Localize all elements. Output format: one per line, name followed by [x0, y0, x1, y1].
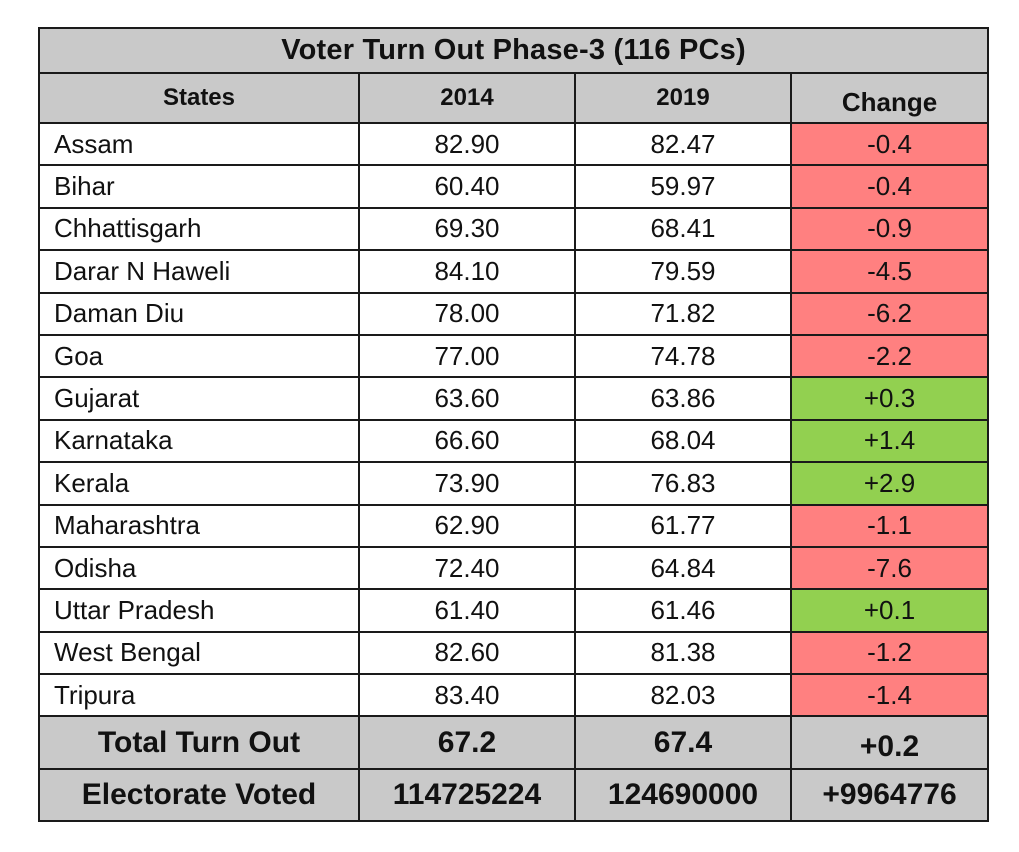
turnout-table: Voter Turn Out Phase-3 (116 PCs) States …	[37, 27, 990, 823]
change-value: +0.3	[789, 376, 990, 421]
total-change: +0.2	[789, 715, 990, 771]
state-name: Maharashtra	[38, 503, 360, 548]
state-name: Goa	[38, 333, 360, 379]
state-name: Chhattisgarh	[38, 206, 360, 252]
table-body: Assam 82.90 82.47 -0.4 Bihar 60.40 59.97…	[38, 121, 990, 718]
value-2014: 60.40	[358, 164, 576, 209]
table-row: West Bengal 82.60 81.38 -1.2	[38, 630, 990, 676]
change-value: -6.2	[789, 291, 990, 336]
electorate-2019: 124690000	[574, 768, 792, 823]
table-title: Voter Turn Out Phase-3 (116 PCs)	[37, 27, 990, 74]
value-2014: 84.10	[358, 249, 576, 294]
electorate-change: +9964776	[789, 768, 990, 823]
value-2014: 69.30	[358, 206, 576, 252]
state-name: Odisha	[38, 545, 360, 591]
table-row: Assam 82.90 82.47 -0.4	[38, 121, 990, 167]
value-2019: 81.38	[574, 630, 792, 676]
value-2014: 82.90	[358, 121, 576, 167]
table-row: Chhattisgarh 69.30 68.41 -0.9	[38, 206, 990, 252]
electorate-row: Electorate Voted 114725224 124690000 +99…	[38, 768, 990, 823]
value-2019: 82.47	[574, 121, 792, 167]
header-2014: 2014	[358, 72, 576, 124]
value-2019: 61.77	[574, 503, 792, 548]
value-2019: 64.84	[574, 545, 792, 591]
value-2019: 71.82	[574, 291, 792, 336]
total-label: Total Turn Out	[38, 715, 360, 771]
change-value: -0.4	[789, 164, 990, 209]
value-2014: 61.40	[358, 588, 576, 633]
value-2019: 68.04	[574, 418, 792, 464]
change-value: -7.6	[789, 545, 990, 591]
value-2014: 72.40	[358, 545, 576, 591]
value-2014: 77.00	[358, 333, 576, 379]
value-2019: 63.86	[574, 376, 792, 421]
electorate-2014: 114725224	[358, 768, 576, 823]
table-row: Darar N Haweli 84.10 79.59 -4.5	[38, 249, 990, 294]
value-2014: 78.00	[358, 291, 576, 336]
change-value: +0.1	[789, 588, 990, 633]
title-row: Voter Turn Out Phase-3 (116 PCs)	[37, 27, 990, 74]
change-value: -4.5	[789, 249, 990, 294]
change-value: +2.9	[789, 461, 990, 506]
state-name: Tripura	[38, 673, 360, 718]
state-name: Karnataka	[38, 418, 360, 464]
value-2014: 82.60	[358, 630, 576, 676]
value-2014: 73.90	[358, 461, 576, 506]
total-2014: 67.2	[358, 715, 576, 771]
state-name: Kerala	[38, 461, 360, 506]
change-value: +1.4	[789, 418, 990, 464]
table-row: Tripura 83.40 82.03 -1.4	[38, 673, 990, 718]
change-value: -0.4	[789, 121, 990, 167]
header-states: States	[38, 72, 360, 124]
change-value: -2.2	[789, 333, 990, 379]
header-change: Change	[789, 72, 990, 124]
table-row: Kerala 73.90 76.83 +2.9	[38, 461, 990, 506]
value-2019: 74.78	[574, 333, 792, 379]
change-value: -1.1	[789, 503, 990, 548]
table-row: Karnataka 66.60 68.04 +1.4	[38, 418, 990, 464]
table-row: Daman Diu 78.00 71.82 -6.2	[38, 291, 990, 336]
value-2014: 63.60	[358, 376, 576, 421]
table-row: Uttar Pradesh 61.40 61.46 +0.1	[38, 588, 990, 633]
total-2019: 67.4	[574, 715, 792, 771]
state-name: Gujarat	[38, 376, 360, 421]
state-name: Assam	[38, 121, 360, 167]
value-2019: 82.03	[574, 673, 792, 718]
state-name: West Bengal	[38, 630, 360, 676]
table-row: Gujarat 63.60 63.86 +0.3	[38, 376, 990, 421]
state-name: Bihar	[38, 164, 360, 209]
value-2014: 66.60	[358, 418, 576, 464]
electorate-label: Electorate Voted	[38, 768, 360, 823]
table-row: Bihar 60.40 59.97 -0.4	[38, 164, 990, 209]
value-2019: 61.46	[574, 588, 792, 633]
change-value: -1.4	[789, 673, 990, 718]
value-2019: 68.41	[574, 206, 792, 252]
change-value: -1.2	[789, 630, 990, 676]
header-row: States 2014 2019 Change	[38, 72, 990, 124]
table-row: Odisha 72.40 64.84 -7.6	[38, 545, 990, 591]
value-2019: 59.97	[574, 164, 792, 209]
value-2014: 62.90	[358, 503, 576, 548]
value-2019: 79.59	[574, 249, 792, 294]
state-name: Darar N Haweli	[38, 249, 360, 294]
change-value: -0.9	[789, 206, 990, 252]
header-2019: 2019	[574, 72, 792, 124]
state-name: Uttar Pradesh	[38, 588, 360, 633]
value-2019: 76.83	[574, 461, 792, 506]
table-row: Goa 77.00 74.78 -2.2	[38, 333, 990, 379]
state-name: Daman Diu	[38, 291, 360, 336]
table-row: Maharashtra 62.90 61.77 -1.1	[38, 503, 990, 548]
value-2014: 83.40	[358, 673, 576, 718]
total-row: Total Turn Out 67.2 67.4 +0.2	[38, 715, 990, 771]
